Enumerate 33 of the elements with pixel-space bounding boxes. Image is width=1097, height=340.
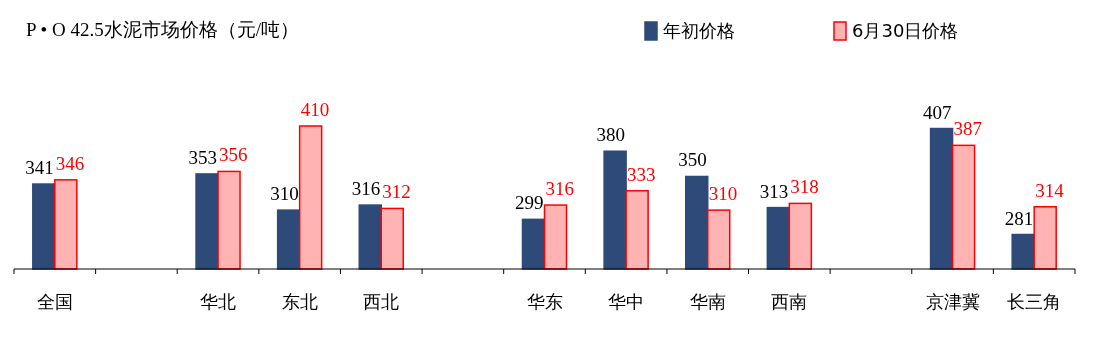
x-tick-label: 华北 xyxy=(200,291,237,312)
x-tick-label: 西南 xyxy=(771,291,808,312)
data-label: 313 xyxy=(759,180,789,202)
data-label: 387 xyxy=(953,118,983,140)
legend-label: 6月30日价格 xyxy=(852,20,959,41)
data-label: 341 xyxy=(25,157,54,179)
x-tick-label: 全国 xyxy=(36,291,73,312)
x-tick-label: 东北 xyxy=(281,291,318,312)
data-label: 333 xyxy=(627,163,656,185)
data-label: 310 xyxy=(708,183,738,205)
x-tick-label: 华中 xyxy=(608,291,645,312)
legend-label: 年初价格 xyxy=(663,20,735,41)
data-label: 380 xyxy=(596,124,626,146)
data-label: 314 xyxy=(1035,179,1065,201)
x-tick-label: 京津冀 xyxy=(925,291,980,312)
x-tick-label: 华南 xyxy=(689,291,726,312)
data-label: 310 xyxy=(270,183,299,205)
data-label: 316 xyxy=(545,178,574,200)
data-label: 316 xyxy=(351,178,381,200)
data-label: 407 xyxy=(923,101,952,123)
data-label: 356 xyxy=(219,144,248,166)
x-tick-label: 长三角 xyxy=(1007,291,1062,312)
data-label: 346 xyxy=(55,152,85,174)
x-tick-label: 华东 xyxy=(526,291,563,312)
data-label: 312 xyxy=(382,181,411,203)
data-label: 299 xyxy=(515,192,544,214)
x-tick-label: 西北 xyxy=(363,291,400,312)
data-label: 318 xyxy=(790,176,819,198)
data-label: 410 xyxy=(300,99,330,120)
chart-title: P • O 42.5水泥市场价格（元/吨） xyxy=(26,19,300,40)
data-label: 353 xyxy=(188,146,218,168)
data-label: 350 xyxy=(678,149,707,171)
data-label: 281 xyxy=(1004,207,1034,229)
